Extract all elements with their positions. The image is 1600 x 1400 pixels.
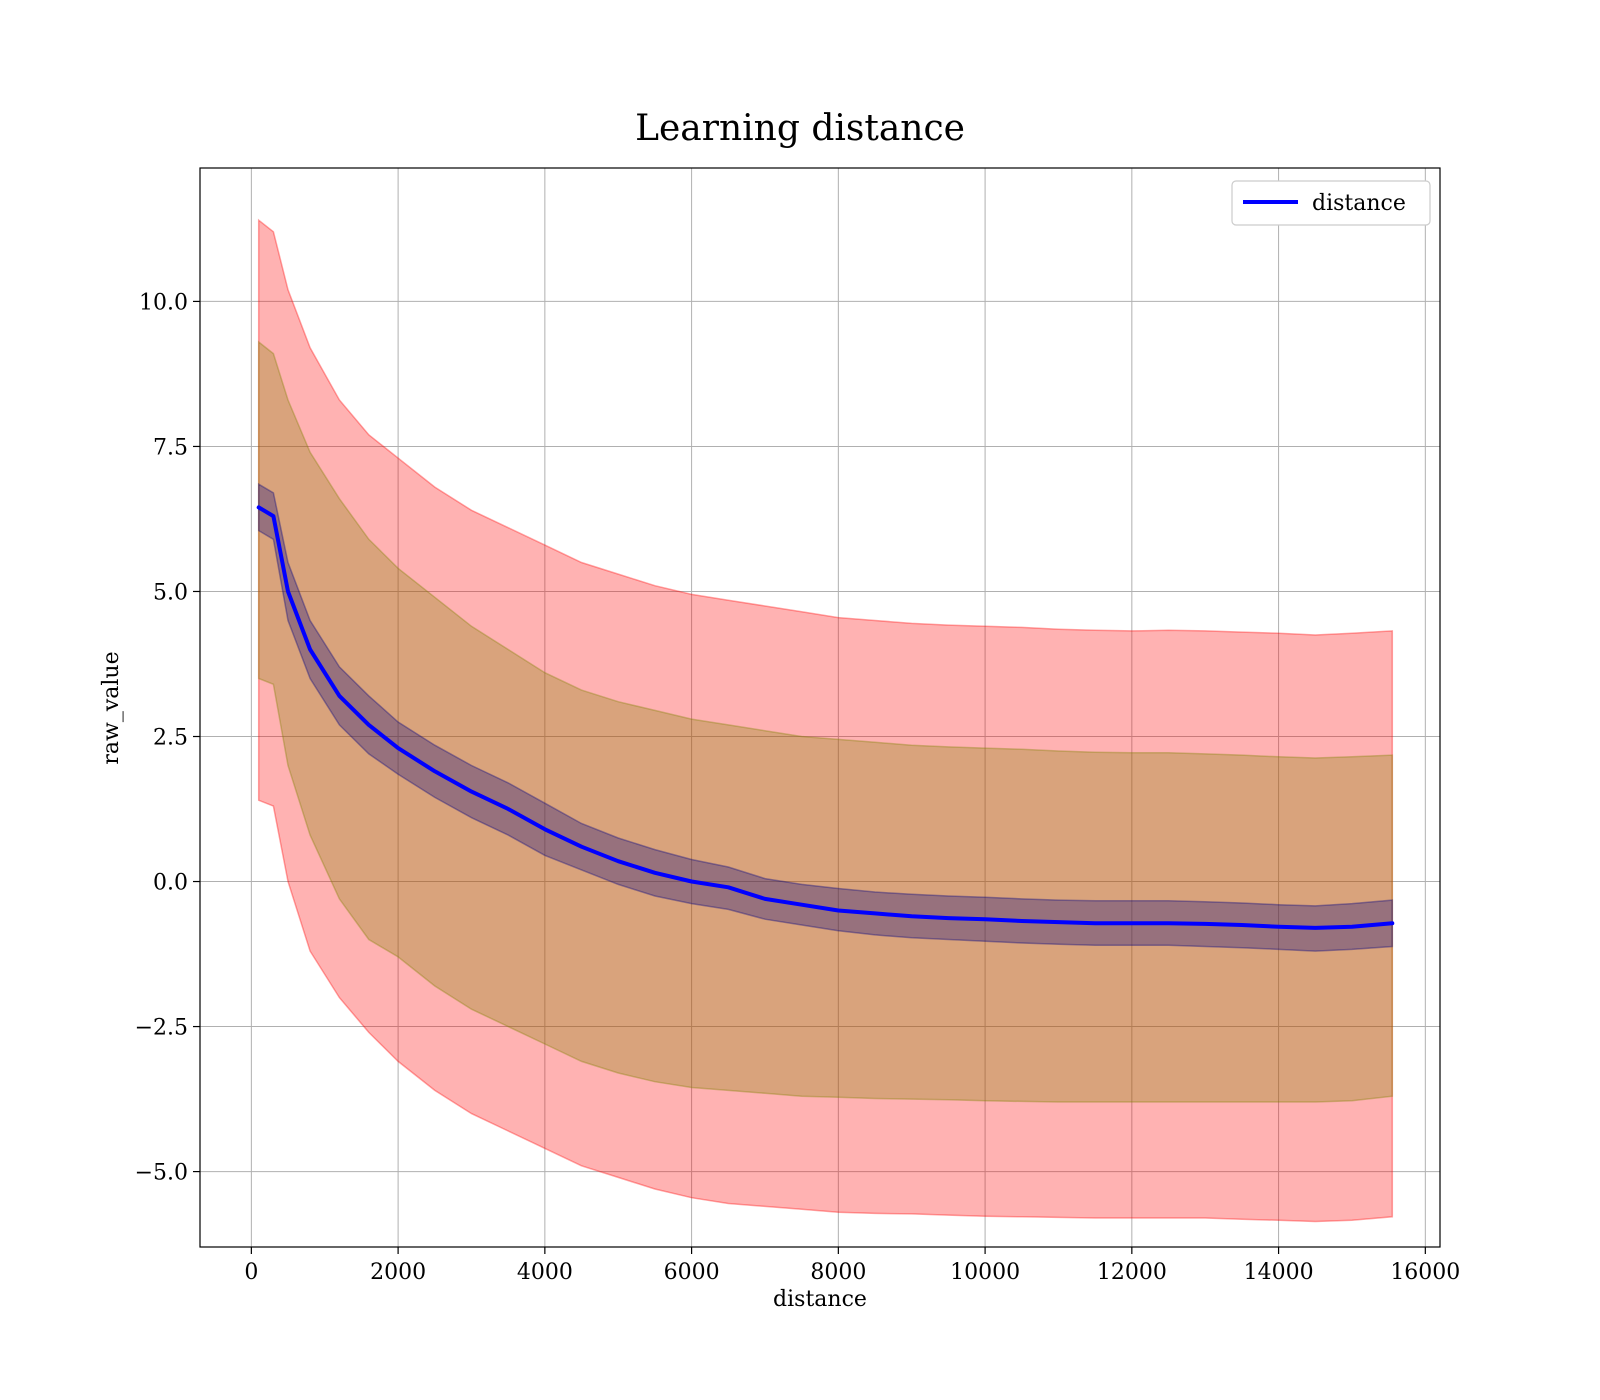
x-tick-label: 4000 <box>517 1260 573 1285</box>
legend-box <box>1231 180 1431 226</box>
y-axis-ticks: −5.0 −2.5 0.0 2.5 5.0 7.5 10.0 <box>135 290 200 1186</box>
y-tick-label: 7.5 <box>153 435 188 460</box>
band-0 <box>257 218 1394 1223</box>
x-tick-label: 2000 <box>370 1260 426 1285</box>
chart-title: Learning distance <box>635 108 965 149</box>
confidence-bands <box>257 218 1394 1223</box>
x-axis-label: distance <box>773 1287 867 1312</box>
x-tick-label: 0 <box>244 1260 258 1285</box>
x-tick-label: 12000 <box>1097 1260 1167 1285</box>
y-tick-label: −5.0 <box>135 1161 188 1186</box>
x-tick-label: 8000 <box>810 1260 866 1285</box>
y-tick-label: 5.0 <box>153 580 188 605</box>
y-tick-label: 10.0 <box>139 290 188 315</box>
x-tick-label: 14000 <box>1244 1260 1314 1285</box>
x-tick-label: 10000 <box>950 1260 1020 1285</box>
band-2 <box>257 482 1394 952</box>
x-tick-label: 6000 <box>664 1260 720 1285</box>
y-tick-label: 0.0 <box>153 871 188 896</box>
y-tick-label: −2.5 <box>135 1016 188 1041</box>
series-line-distance <box>256 505 1395 930</box>
legend-label-distance: distance <box>1312 191 1406 216</box>
y-tick-label: 2.5 <box>153 726 188 751</box>
x-axis-ticks: 0 2000 4000 6000 8000 10000 12000 14000 16000 <box>244 1247 1460 1285</box>
plot-frame <box>199 167 1441 1248</box>
legend: distance <box>1231 180 1431 226</box>
x-tick-label: 16000 <box>1390 1260 1460 1285</box>
grid-lines <box>200 168 1440 1247</box>
y-axis-label: raw_value <box>99 651 124 764</box>
series-lines <box>256 505 1395 930</box>
band-1 <box>257 340 1394 1103</box>
